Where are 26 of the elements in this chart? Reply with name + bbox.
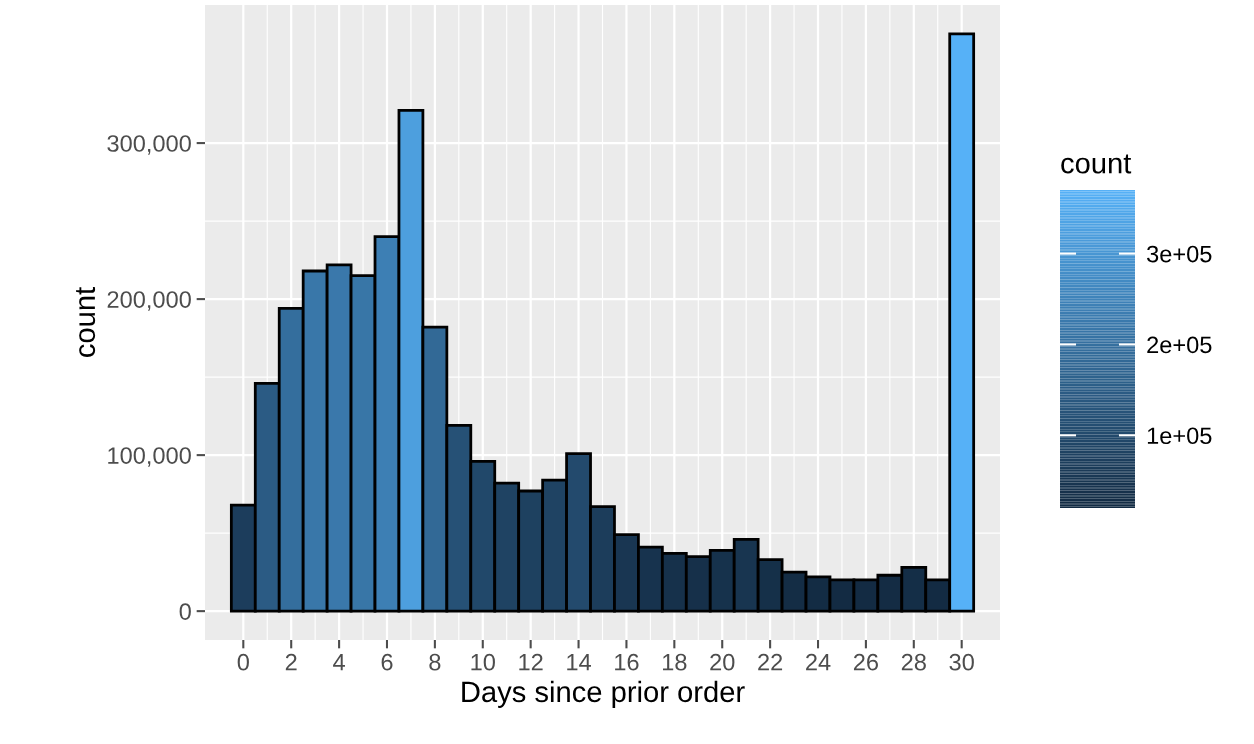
y-tick-label: 100,000: [108, 447, 191, 467]
x-tick-label: 20: [710, 653, 735, 671]
x-tick-label: 28: [901, 653, 926, 671]
x-tick-label: 30: [949, 653, 974, 671]
y-tick-label: 200,000: [107, 291, 191, 311]
y-tick-label: 300,000: [107, 135, 191, 155]
x-tick-label: 4: [333, 654, 345, 671]
x-tick-label: 16: [615, 653, 639, 671]
y-tick-label: 0: [179, 603, 191, 620]
x-tick-label: 2: [285, 653, 297, 671]
color-bar-label: 2e+05: [1147, 336, 1212, 354]
x-tick-label: 6: [381, 653, 393, 671]
x-tick-label: 0: [237, 653, 249, 671]
color-bar-label: 3e+05: [1147, 245, 1212, 263]
color-bar-title: count: [1061, 154, 1132, 174]
x-axis-title: Days since prior order: [462, 680, 745, 708]
x-tick-label: 24: [806, 653, 831, 671]
x-tick-label: 14: [567, 654, 591, 671]
x-tick-label: 8: [429, 653, 441, 671]
x-tick-label: 10: [471, 653, 495, 671]
y-axis-title: count: [76, 287, 96, 357]
x-tick-label: 12: [519, 653, 543, 671]
x-tick-label: 22: [758, 653, 783, 671]
color-bar-label: 1e+05: [1147, 427, 1212, 445]
x-tick-label: 26: [853, 653, 878, 671]
x-tick-label: 18: [663, 653, 687, 671]
